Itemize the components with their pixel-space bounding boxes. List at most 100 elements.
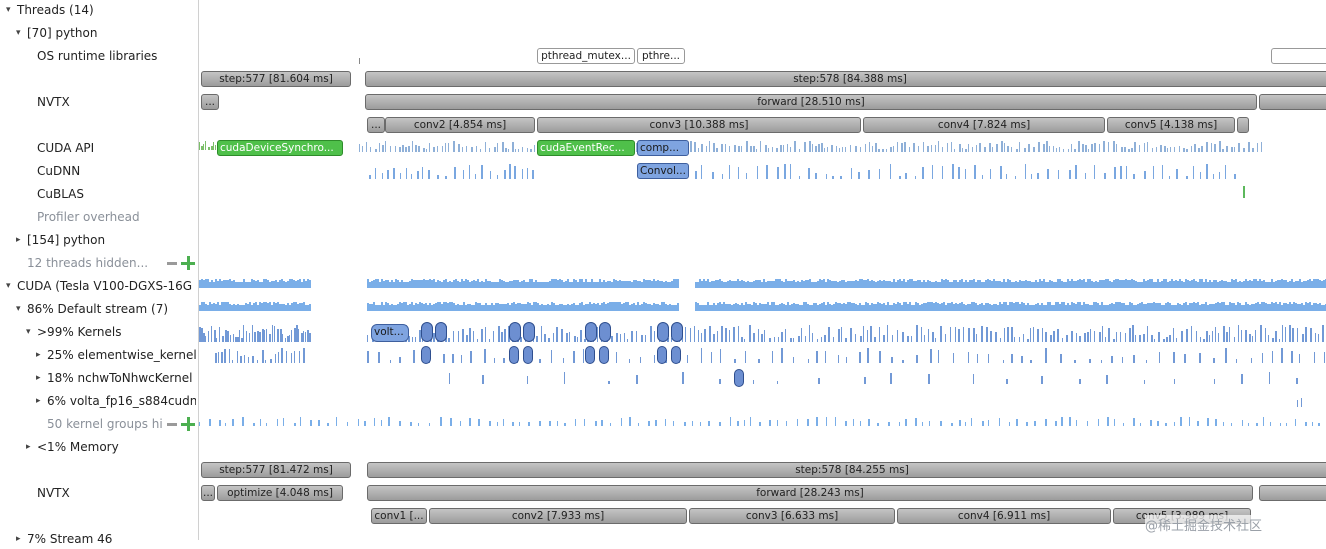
- tree-row[interactable]: NVTX: [0, 92, 196, 112]
- watermark: @稀土掘金技术社区: [1145, 515, 1263, 534]
- tree-row[interactable]: ▾ CUDA (Tesla V100-DGXS-16G: [0, 276, 196, 296]
- kernel-pill[interactable]: [509, 346, 519, 364]
- expand-right-icon[interactable]: ▸: [36, 396, 41, 406]
- kernel-pill[interactable]: [509, 322, 521, 342]
- tree-row-label: 18% nchwToNhwcKernel: [47, 371, 193, 385]
- expand-down-icon[interactable]: ▾: [6, 5, 11, 15]
- timeline-range-bar[interactable]: [1237, 117, 1249, 133]
- expand-right-icon[interactable]: ▸: [26, 442, 31, 452]
- timeline-tree-panel: ▾ Threads (14) ▾ [70] python OS runtime libr…: [0, 0, 199, 546]
- timeline-range-bar[interactable]: volt...: [371, 324, 409, 342]
- tree-row[interactable]: ▸ [154] python: [0, 230, 196, 250]
- kernel-pill[interactable]: [657, 322, 669, 342]
- timeline-range-bar[interactable]: conv2 [4.854 ms]: [385, 117, 535, 133]
- expand-right-icon[interactable]: ▸: [16, 534, 21, 544]
- kernel-pill[interactable]: [585, 346, 595, 364]
- tree-row[interactable]: ▾ Threads (14): [0, 0, 196, 20]
- expand-down-icon[interactable]: ▾: [16, 304, 21, 314]
- timeline-range-bar[interactable]: step:577 [81.472 ms]: [201, 462, 351, 478]
- timeline-range-bar[interactable]: ...: [201, 94, 219, 110]
- kernel-pill[interactable]: [523, 346, 533, 364]
- timeline-range-bar[interactable]: optimize [4.048 ms]: [217, 485, 343, 501]
- timeline-range-bar[interactable]: forward [28.243 ms]: [367, 485, 1253, 501]
- timeline-range-bar[interactable]: ...: [201, 485, 215, 501]
- kernel-pill[interactable]: [671, 322, 683, 342]
- timeline-range-bar[interactable]: step:578 [84.388 ms]: [365, 71, 1326, 87]
- expand-down-icon[interactable]: ▾: [26, 327, 31, 337]
- tree-row-label: CuBLAS: [37, 187, 85, 201]
- nchw-kernel-activity[interactable]: [449, 370, 1309, 384]
- expand-plus-icon[interactable]: [181, 256, 195, 270]
- timeline-range-bar[interactable]: step:577 [81.604 ms]: [201, 71, 351, 87]
- kernel-pill[interactable]: [585, 322, 597, 342]
- timeline-range-bar[interactable]: ...: [367, 117, 385, 133]
- cuda-api-activity[interactable]: [199, 140, 217, 150]
- timeline-range-bar[interactable]: conv1 [...: [371, 508, 427, 524]
- elementwise-kernel-activity[interactable]: [367, 347, 1326, 363]
- cuda-device-activity[interactable]: [199, 278, 1326, 288]
- tree-row[interactable]: ▾ 86% Default stream (7): [0, 299, 196, 319]
- tree-row[interactable]: ▸ 25% elementwise_kernel: [0, 345, 196, 365]
- timeline-range-bar[interactable]: pthread_mutex...: [537, 48, 635, 64]
- expand-down-icon[interactable]: ▾: [6, 281, 11, 291]
- tree-row[interactable]: 12 threads hidden...: [0, 253, 196, 273]
- tree-row[interactable]: CuDNN: [0, 161, 196, 181]
- tree-row[interactable]: CuBLAS: [0, 184, 196, 204]
- kernel-pill[interactable]: [657, 346, 667, 364]
- elementwise-kernel-activity[interactable]: [215, 347, 307, 363]
- tree-row[interactable]: NVTX: [0, 483, 196, 503]
- kernel-groups-activity[interactable]: [199, 416, 1326, 426]
- tree-row[interactable]: ▸ 18% nchwToNhwcKernel: [0, 368, 196, 388]
- timeline-range-bar[interactable]: cudaDeviceSynchro...: [217, 140, 343, 156]
- tree-row[interactable]: ▸ <1% Memory: [0, 437, 196, 457]
- kernel-pill[interactable]: [421, 346, 431, 364]
- tree-row[interactable]: ▸ 6% volta_fp16_s884cudn: [0, 391, 196, 411]
- timeline-panel[interactable]: pthread_mutex... pthre... step:577 [81.604…: [199, 0, 1326, 540]
- time-cursor[interactable]: [359, 58, 360, 64]
- kernel-pill[interactable]: [734, 369, 744, 387]
- timeline-range-bar[interactable]: cudaEventRec...: [537, 140, 635, 156]
- timeline-range-bar[interactable]: [1259, 485, 1326, 501]
- timeline-range-bar[interactable]: step:578 [84.255 ms]: [367, 462, 1326, 478]
- default-stream-activity[interactable]: [199, 301, 1326, 311]
- kernel-pill[interactable]: [421, 322, 433, 342]
- timeline-range-bar[interactable]: conv4 [6.911 ms]: [897, 508, 1111, 524]
- expand-right-icon[interactable]: ▸: [36, 350, 41, 360]
- timeline-range-bar[interactable]: conv3 [10.388 ms]: [537, 117, 861, 133]
- tree-row-label: NVTX: [37, 95, 70, 109]
- cublas-marker[interactable]: [1243, 186, 1245, 198]
- timeline-range-bar[interactable]: conv4 [7.824 ms]: [863, 117, 1105, 133]
- timeline-range-bar[interactable]: conv3 [6.633 ms]: [689, 508, 895, 524]
- kernel-pill[interactable]: [523, 322, 535, 342]
- kernel-pill[interactable]: [599, 322, 611, 342]
- collapse-minus-icon[interactable]: [167, 423, 177, 426]
- timeline-range-bar[interactable]: [1259, 94, 1326, 110]
- collapse-minus-icon[interactable]: [167, 262, 177, 265]
- timeline-range-bar[interactable]: [1271, 48, 1326, 64]
- tree-row[interactable]: Profiler overhead: [0, 207, 196, 227]
- tree-row[interactable]: ▾ [70] python: [0, 23, 196, 43]
- tree-row[interactable]: ▸ 7% Stream 46: [0, 529, 196, 549]
- tree-row[interactable]: ▾ >99% Kernels: [0, 322, 196, 342]
- timeline-range-bar[interactable]: conv2 [7.933 ms]: [429, 508, 687, 524]
- timeline-range-bar[interactable]: pthre...: [637, 48, 685, 64]
- expand-plus-icon[interactable]: [181, 417, 195, 431]
- expand-right-icon[interactable]: ▸: [36, 373, 41, 383]
- volta-kernel-activity[interactable]: [1297, 393, 1305, 407]
- tree-row[interactable]: CUDA API: [0, 138, 196, 158]
- kernel-pill[interactable]: [671, 346, 681, 364]
- kernels-activity[interactable]: [199, 324, 311, 342]
- kernel-pill[interactable]: [435, 322, 447, 342]
- kernel-pill[interactable]: [599, 346, 609, 364]
- expand-right-icon[interactable]: ▸: [16, 235, 21, 245]
- timeline-range-bar[interactable]: conv5 [4.138 ms]: [1107, 117, 1235, 133]
- tree-row[interactable]: 50 kernel groups hi: [0, 414, 196, 434]
- cudnn-activity[interactable]: [369, 163, 539, 179]
- cuda-api-activity[interactable]: [359, 140, 1265, 152]
- timeline-range-bar[interactable]: forward [28.510 ms]: [365, 94, 1257, 110]
- expand-down-icon[interactable]: ▾: [16, 28, 21, 38]
- timeline-range-bar[interactable]: comp...: [637, 140, 689, 156]
- cudnn-activity[interactable]: [695, 163, 1245, 179]
- tree-row[interactable]: OS runtime libraries: [0, 46, 196, 66]
- timeline-range-bar[interactable]: Convol...: [637, 163, 689, 179]
